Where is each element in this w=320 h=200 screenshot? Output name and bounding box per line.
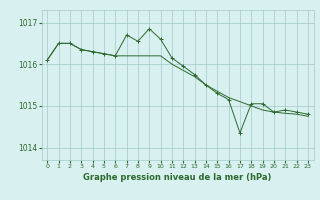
X-axis label: Graphe pression niveau de la mer (hPa): Graphe pression niveau de la mer (hPa): [84, 173, 272, 182]
